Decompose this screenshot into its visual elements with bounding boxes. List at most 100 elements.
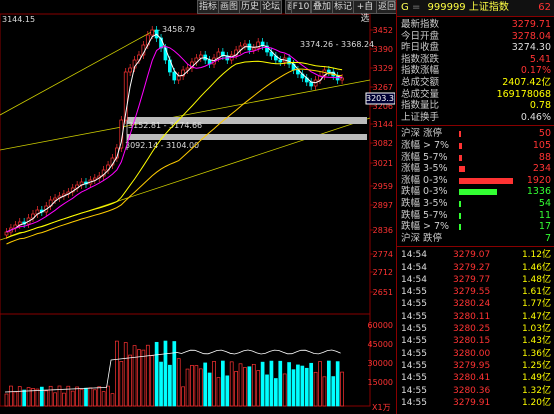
tick-row[interactable]: 14:55 3280.00 1.36亿 xyxy=(397,348,554,360)
toolbar-button[interactable]: 历史 xyxy=(239,0,261,14)
tick-row[interactable]: 14:55 3280.11 1.47亿 xyxy=(397,311,554,323)
volume-bar xyxy=(221,360,225,407)
tick-price: 3279.27 xyxy=(453,262,491,273)
breadth-bar xyxy=(459,154,462,161)
toolbar-button[interactable]: +自选 xyxy=(353,0,377,24)
mark-button[interactable]: 标记 xyxy=(332,0,354,14)
volume-bar xyxy=(335,361,340,407)
toolbar-button[interactable]: 叠加 xyxy=(311,0,333,14)
current-price-label: 3203.3 xyxy=(366,94,394,103)
toolbar-button[interactable]: F10 xyxy=(291,0,311,14)
volume-bar xyxy=(9,385,13,407)
tick-volume: 1.20亿 xyxy=(521,397,551,408)
volume-bar xyxy=(300,365,305,407)
stat-label: 最新指数 xyxy=(401,19,440,30)
volume-bar xyxy=(251,363,256,407)
volume-bar xyxy=(181,386,185,407)
volume-bar xyxy=(203,362,208,407)
volume-bar xyxy=(331,376,336,407)
volume-bar xyxy=(4,393,9,407)
volume-axis-label: 30000 xyxy=(368,359,393,368)
stat-row: 上证换手 0.46% xyxy=(397,112,554,124)
volume-bar xyxy=(212,361,216,407)
breadth-bar xyxy=(459,189,497,196)
volume-bar xyxy=(132,345,137,407)
tick-time: 14:55 xyxy=(401,299,427,310)
divider xyxy=(397,125,554,127)
volume-bar xyxy=(128,354,132,407)
tick-row[interactable]: 14:55 3280.41 1.49亿 xyxy=(397,372,554,384)
breadth-bar xyxy=(459,142,462,149)
tick-row[interactable]: 14:55 3279.91 1.20亿 xyxy=(397,397,554,409)
tick-price: 3280.36 xyxy=(453,385,491,396)
toolbar-button[interactable]: 论坛 xyxy=(260,0,282,14)
tick-row[interactable]: 14:55 3280.15 1.43亿 xyxy=(397,335,554,347)
breadth-value: 54 xyxy=(538,197,551,209)
volume-bar xyxy=(150,355,155,407)
volume-bar xyxy=(137,349,141,407)
breadth-bar xyxy=(459,166,466,173)
tick-price: 3279.77 xyxy=(453,274,491,285)
breadth-row: 跌幅 0-3% 1336 xyxy=(397,186,554,198)
toolbar-button[interactable]: 指标 xyxy=(197,0,219,14)
volume-bar xyxy=(70,390,75,407)
volume-bar xyxy=(176,358,181,407)
volume-ma-line xyxy=(4,349,341,393)
support-band xyxy=(127,117,367,124)
stat-value: 2407.42亿 xyxy=(502,76,551,88)
ma20-line xyxy=(6,60,343,239)
volume-bar xyxy=(159,361,163,407)
volume-bar xyxy=(274,378,278,407)
tick-time: 14:55 xyxy=(401,360,427,371)
stat-row: 总成交量 169178068 xyxy=(397,89,554,101)
high-label: 3458.79 xyxy=(162,25,195,34)
breadth-row: 跌幅 5-7% 11 xyxy=(397,210,554,222)
candle-body xyxy=(260,41,265,47)
header-number: 62 xyxy=(538,2,551,13)
tick-price: 3280.41 xyxy=(453,373,491,384)
breadth-value: 50 xyxy=(538,128,551,140)
breadth-value: 1920 xyxy=(526,174,551,186)
volume-bar xyxy=(92,389,97,407)
market-breadth: 沪深 涨停 50 涨幅 > 7% 105 涨幅 5-7% 88 涨幅 3-5% 234… xyxy=(397,128,554,244)
tick-time: 14:55 xyxy=(401,348,427,359)
tick-row[interactable]: 14:55 3280.24 1.77亿 xyxy=(397,298,554,310)
tick-row[interactable]: 14:54 3279.07 1.12亿 xyxy=(397,249,554,261)
index-stats: 最新指数 3279.71 今日开盘 3278.04 昨日收盘 3274.30 指数涨跌… xyxy=(397,19,554,123)
price-axis-label: 3206 xyxy=(373,102,393,111)
kline-chart[interactable]: 3452 3390 3329 3267 3206 3144 3082 3021 2959 2897… xyxy=(0,0,395,414)
volume-bar xyxy=(313,371,318,407)
volume-bar xyxy=(119,361,124,407)
tick-row[interactable]: 14:54 3279.27 1.46亿 xyxy=(397,262,554,274)
tick-volume: 1.32亿 xyxy=(521,385,551,396)
stat-label: 指数涨幅 xyxy=(401,65,440,77)
tick-row[interactable]: 14:55 3280.25 1.03亿 xyxy=(397,323,554,335)
tick-volume: 1.49亿 xyxy=(521,373,551,384)
price-axis-label: 2959 xyxy=(373,182,393,191)
candle-body xyxy=(172,71,177,81)
candle-body xyxy=(243,43,247,47)
breadth-bar xyxy=(459,224,461,231)
volume-bar xyxy=(322,376,327,407)
stat-label: 指数量比 xyxy=(401,100,440,112)
breadth-label: 跌幅 5-7% xyxy=(401,209,448,221)
tick-price: 3279.07 xyxy=(453,250,491,261)
breadth-row: 涨幅 5-7% 88 xyxy=(397,152,554,164)
candle-body xyxy=(53,197,57,201)
tick-volume: 1.77亿 xyxy=(521,299,551,310)
stat-label: 总成交量 xyxy=(401,88,440,100)
tick-row[interactable]: 14:55 3280.36 1.32亿 xyxy=(397,385,554,397)
tick-time: 14:54 xyxy=(401,274,427,285)
stat-label: 指数涨跌 xyxy=(401,53,440,65)
tick-time: 14:54 xyxy=(401,250,427,261)
tick-row[interactable]: 14:55 3279.55 1.61亿 xyxy=(397,286,554,298)
ma5-line xyxy=(6,33,343,233)
tick-time: 14:55 xyxy=(401,287,427,298)
tick-row[interactable]: 14:54 3279.77 1.48亿 xyxy=(397,274,554,286)
toolbar-button[interactable]: 画图 xyxy=(218,0,240,14)
tick-list[interactable]: 14:54 3279.07 1.12亿 14:54 3279.27 1.46亿 14… xyxy=(397,249,554,409)
tick-row[interactable]: 14:55 3279.95 1.25亿 xyxy=(397,360,554,372)
support-label: 3152.81 - 3174.66 xyxy=(128,121,202,130)
breadth-bar xyxy=(459,177,513,184)
toolbar-button[interactable]: 返回 xyxy=(376,0,398,14)
